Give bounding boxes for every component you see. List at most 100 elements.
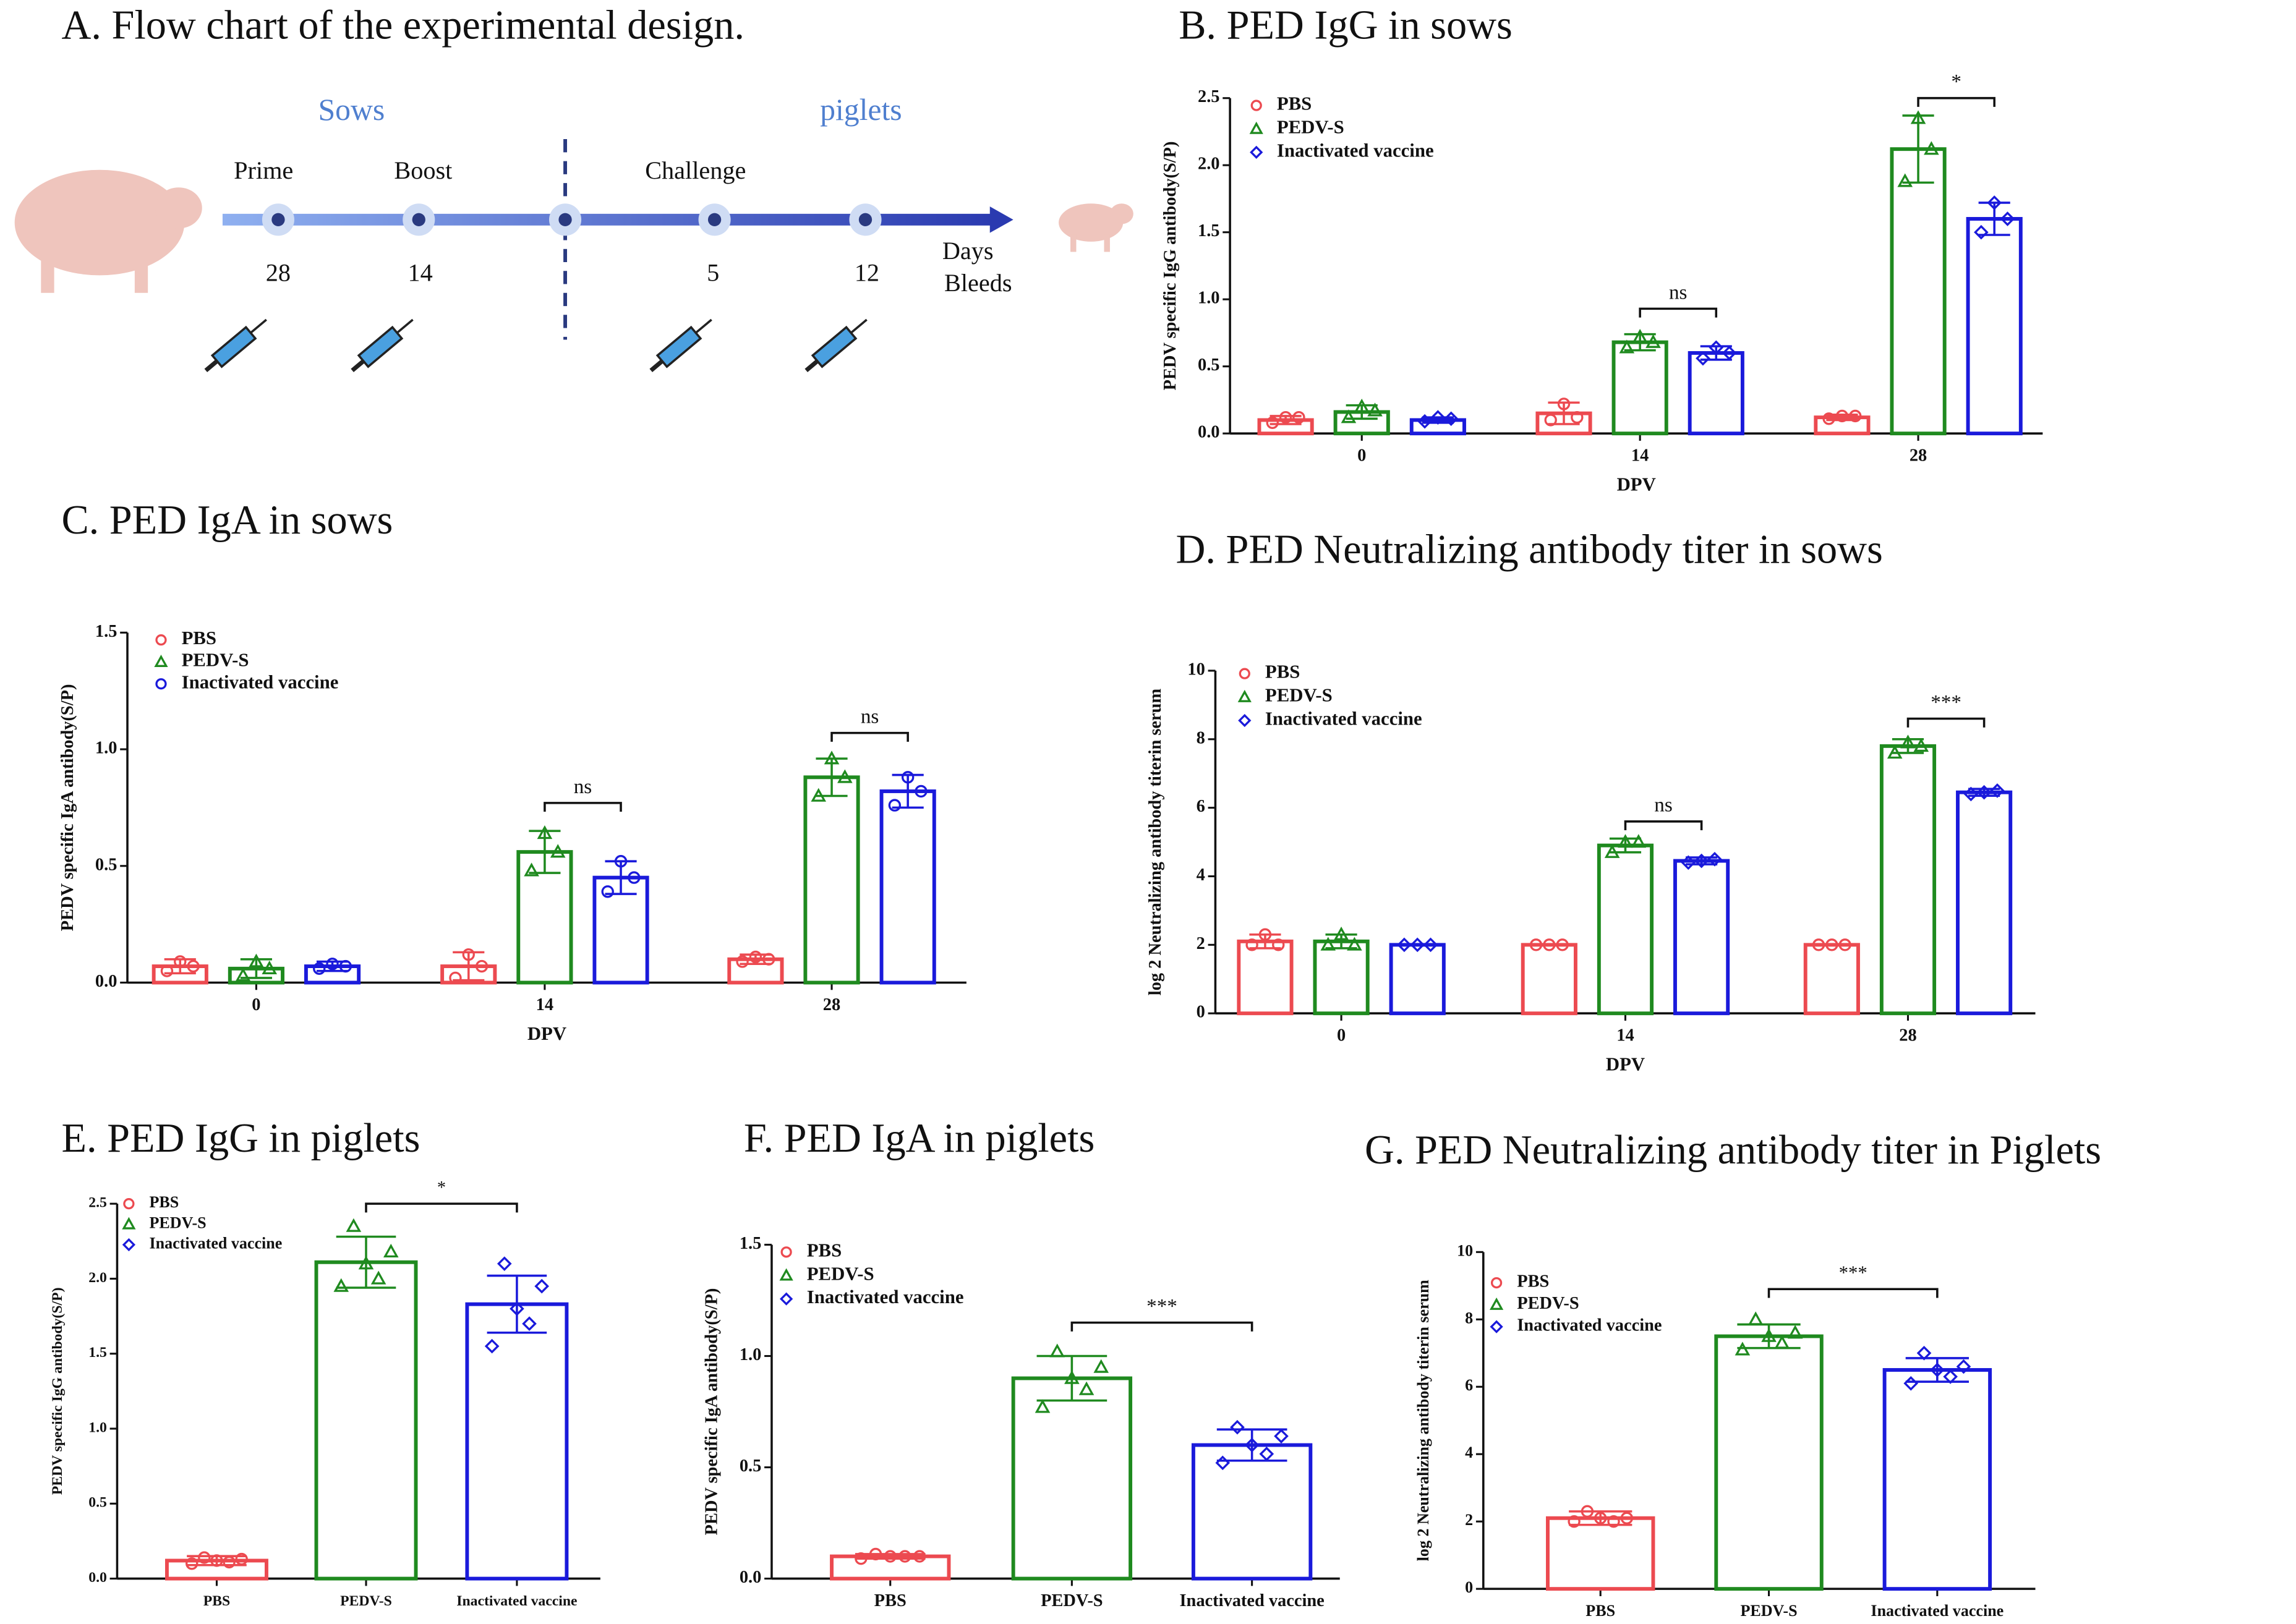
legend-marker	[1250, 145, 1263, 159]
bar	[465, 1302, 569, 1581]
bar	[1673, 859, 1730, 1016]
legend-marker	[122, 1238, 136, 1252]
legend-label: PBS	[1277, 93, 1312, 114]
legend-label: PEDV-S	[1277, 117, 1344, 138]
data-point	[1631, 834, 1647, 848]
y-tick-label: 1.0	[95, 739, 117, 758]
y-tick-label: 2.5	[88, 1195, 107, 1211]
y-axis-label: log 2 Neutralizing antibody titerin seru…	[1146, 689, 1165, 996]
data-point	[484, 1338, 500, 1354]
data-point	[1618, 834, 1633, 848]
legend-label: PEDV-S	[1517, 1294, 1579, 1313]
data-point	[524, 862, 539, 877]
bar	[1611, 340, 1668, 436]
bar	[1956, 790, 2013, 1016]
bar	[1237, 939, 1294, 1016]
x-tick-label: 28	[823, 995, 840, 1014]
timeline-dot	[558, 213, 572, 226]
significance-bracket	[1767, 1288, 1939, 1298]
bar	[1545, 1516, 1655, 1591]
data-point	[1632, 329, 1648, 343]
y-tick-label: 2	[1465, 1511, 1473, 1529]
phase-label: piglets	[820, 93, 902, 127]
data-point	[1976, 784, 1992, 800]
data-point	[1258, 928, 1272, 941]
legend-label: PBS	[807, 1239, 842, 1261]
data-point	[1215, 1455, 1231, 1471]
data-point	[855, 1552, 868, 1565]
data-point	[1571, 410, 1584, 424]
data-point	[1943, 1369, 1958, 1384]
data-point	[1748, 1311, 1764, 1325]
significance-bracket	[1639, 307, 1718, 318]
legend-label: Inactivated vaccine	[1265, 708, 1422, 729]
legend-label: Inactivated vaccine	[807, 1286, 964, 1307]
piglet-icon	[1059, 203, 1133, 252]
data-point	[339, 959, 352, 973]
data-point	[1825, 938, 1838, 951]
data-point	[614, 855, 628, 868]
legend-marker	[154, 654, 168, 667]
legend-marker	[123, 1198, 135, 1210]
timeline-dot	[707, 213, 722, 226]
data-point	[1774, 1335, 1790, 1349]
data-point	[762, 953, 775, 966]
legend-marker	[1490, 1320, 1503, 1333]
legend-marker	[1238, 713, 1252, 728]
data-point	[1900, 734, 1916, 749]
data-point	[1707, 851, 1722, 867]
data-point	[1292, 410, 1305, 424]
axis-label: Days	[942, 237, 994, 265]
y-tick-label: 0	[1197, 1003, 1205, 1022]
y-axis-label: PEDV specific IgG antibody(S/P)	[1161, 142, 1180, 391]
chart-title: D. PED Neutralizing antibody titer in so…	[1176, 527, 1882, 572]
data-point	[510, 1301, 524, 1316]
data-point	[1903, 1375, 1919, 1391]
y-tick-label: 1.0	[740, 1345, 762, 1364]
data-point	[1722, 346, 1737, 360]
y-tick-label: 2	[1197, 934, 1205, 953]
data-point	[1812, 938, 1825, 951]
significance-label: *	[437, 1178, 446, 1197]
chart-title: B. PED IgG in sows	[1179, 3, 1513, 48]
chart-title: F. PED IgA in piglets	[744, 1116, 1095, 1161]
x-tick-label: PEDV-S	[340, 1593, 392, 1609]
data-point	[1607, 1515, 1620, 1528]
data-point	[888, 799, 902, 812]
y-tick-label: 4	[1197, 865, 1205, 885]
data-point	[370, 1270, 386, 1285]
data-point	[1568, 1515, 1581, 1528]
data-point	[1990, 783, 2005, 798]
y-tick-label: 2.0	[88, 1270, 107, 1286]
significance-label: ns	[861, 705, 879, 728]
data-point	[1274, 1429, 1289, 1443]
data-point	[1259, 1447, 1274, 1461]
significance-bracket	[830, 731, 909, 742]
x-tick-label: 0	[252, 995, 260, 1014]
data-point	[1910, 110, 1926, 124]
data-point	[1924, 141, 1939, 155]
bar	[1890, 147, 1947, 436]
x-tick-label: 28	[1910, 446, 1927, 466]
legend-marker	[780, 1246, 792, 1258]
legend-marker	[1237, 689, 1252, 702]
data-point	[1078, 1381, 1095, 1395]
data-point	[837, 769, 853, 783]
data-point	[186, 1557, 198, 1570]
timeline-dot	[412, 213, 425, 226]
data-point	[262, 960, 277, 975]
data-point	[174, 955, 187, 968]
data-point	[913, 1550, 926, 1563]
legend-marker	[155, 678, 167, 690]
data-point	[1681, 855, 1696, 870]
y-tick-label: 2.5	[1198, 87, 1220, 106]
legend-label: Inactivated vaccine	[1517, 1316, 1662, 1335]
significance-bracket	[1906, 717, 1986, 728]
y-tick-label: 0.5	[740, 1456, 762, 1476]
data-point	[1417, 414, 1432, 429]
bar	[1882, 1368, 1992, 1591]
chart-title: E. PED IgG in piglets	[61, 1116, 420, 1161]
data-point	[1916, 1345, 1932, 1361]
legend-label: PBS	[150, 1193, 179, 1211]
